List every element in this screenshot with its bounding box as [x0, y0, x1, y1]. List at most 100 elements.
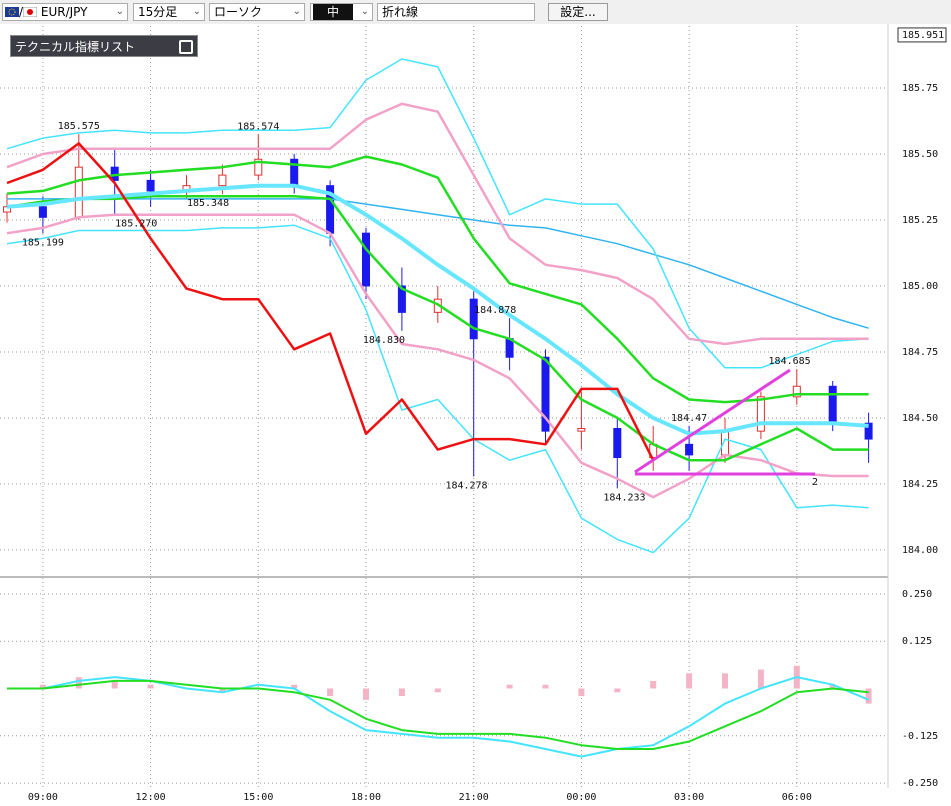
price-annotation: 185.270 — [115, 219, 157, 230]
candle-body — [469, 298, 478, 340]
price-annotation: 184.47 — [671, 413, 707, 424]
tool-select[interactable]: 中 ⌄ — [310, 3, 373, 21]
price-marker: 185.951 — [902, 30, 944, 41]
price-annotation: 184.830 — [363, 335, 405, 346]
chart-style: ローソク — [214, 5, 263, 19]
y-tick-label: 184.25 — [902, 479, 938, 490]
y-tick-label: 0.125 — [902, 636, 932, 647]
histogram-bar — [291, 684, 298, 689]
candle-body — [792, 385, 801, 398]
histogram-bar — [506, 684, 513, 689]
y-tick-label: -0.250 — [902, 778, 938, 789]
x-tick-label: 03:00 — [674, 792, 704, 803]
histogram-bar — [578, 688, 585, 697]
candle-body — [38, 206, 47, 218]
candle-body — [577, 428, 586, 432]
x-tick-label: 00:00 — [566, 792, 596, 803]
timeframe-select[interactable]: 15分足 ⌄ — [133, 3, 205, 21]
tool-icon: 中 — [313, 4, 353, 20]
candle-body — [613, 428, 622, 459]
pair: EUR/JPY — [40, 5, 88, 19]
indicator-line — [6, 58, 869, 369]
indicator-line — [6, 213, 869, 499]
y-tick-label: 184.75 — [902, 347, 938, 358]
y-tick-label: 184.00 — [902, 545, 938, 556]
histogram-bar — [829, 684, 836, 689]
candle-body — [146, 179, 155, 192]
price-annotation: 185.574 — [237, 121, 279, 132]
style-select[interactable]: ローソク ⌄ — [209, 3, 305, 21]
candle-body — [218, 174, 227, 187]
x-tick-label: 18:00 — [351, 792, 381, 803]
histogram-bar — [650, 680, 657, 689]
candle-body — [828, 385, 837, 424]
y-tick-label: -0.125 — [902, 731, 938, 742]
y-tick-label: 185.00 — [902, 281, 938, 292]
price-annotation: 184.878 — [474, 305, 516, 316]
trend-line — [634, 368, 791, 474]
histogram-bar — [757, 669, 764, 689]
indicator-list[interactable]: テクニカル指標リスト — [10, 35, 198, 57]
x-tick-label: 12:00 — [136, 792, 166, 803]
indicator-line — [6, 102, 869, 346]
price-annotation: 185.575 — [58, 121, 100, 132]
histogram-bar — [327, 688, 334, 697]
candle-body — [74, 166, 83, 218]
histogram-bar — [686, 673, 693, 689]
indicator-line — [7, 198, 869, 329]
candle-body — [254, 158, 263, 176]
price-annotation: 185.348 — [187, 198, 229, 209]
drawing-tool-text: 折れ線 — [382, 5, 419, 19]
candle-body — [685, 443, 694, 456]
histogram-bar — [39, 684, 46, 689]
indicator-line — [6, 142, 655, 461]
price-annotation: 184.278 — [445, 481, 487, 492]
settings-button[interactable]: 設定... — [548, 3, 608, 21]
price-marker-box — [897, 27, 947, 43]
price-annotation: 185.199 — [22, 237, 64, 248]
toolbar: / EUR/JPY ⌄ 15分足 ⌄ ローソク ⌄ 中 ⌄ 折れ線 設定... — [0, 0, 951, 24]
candle-body — [397, 285, 406, 313]
histogram-bar — [722, 673, 728, 689]
x-tick-label: 15:00 — [243, 792, 273, 803]
x-tick-label: 09:00 — [28, 792, 58, 803]
y-tick-label: 0.250 — [902, 589, 932, 600]
eu-flag — [5, 7, 19, 17]
indicator-line — [7, 679, 869, 750]
pair-select[interactable]: / EUR/JPY ⌄ — [2, 3, 128, 21]
plot-layer: 185.75 185.50 185.25 185.00 184.75 184.50 184.… — [0, 22, 947, 803]
x-tick-label: 06:00 — [782, 792, 812, 803]
y-tick-label: 185.25 — [902, 215, 938, 226]
histogram-bar — [111, 680, 118, 689]
indicator-line — [6, 194, 869, 462]
price-annotation: 184.233 — [603, 492, 645, 503]
histogram-bar — [219, 688, 226, 693]
indicator-line — [6, 183, 869, 436]
candle-body — [541, 356, 550, 432]
y-tick-label: 184.50 — [902, 413, 938, 424]
histogram-bar — [75, 677, 82, 689]
price-annotation: 184.685 — [769, 356, 811, 367]
histogram-bar — [434, 688, 441, 693]
candle-body — [864, 422, 873, 440]
indicator-line — [6, 155, 869, 404]
x-tick-label: 21:00 — [459, 792, 489, 803]
indicator-line — [6, 224, 869, 554]
trend-line-label: 2 — [812, 477, 818, 488]
histogram-bar — [865, 688, 872, 704]
timeframe: 15分足 — [138, 5, 178, 19]
jp-flag — [23, 7, 38, 17]
histogram-bar — [542, 684, 549, 689]
histogram-bar — [363, 688, 369, 700]
histogram-bar — [398, 688, 405, 697]
histogram-bar — [147, 684, 154, 689]
settings-text: 設定... — [560, 5, 596, 19]
y-tick-label: 185.50 — [902, 149, 938, 160]
candle-body — [756, 396, 765, 432]
indicator-list-title: テクニカル指標リスト — [15, 40, 136, 54]
y-tick-label: 185.75 — [902, 83, 938, 94]
drawing-tool[interactable]: 折れ線 — [377, 3, 535, 21]
